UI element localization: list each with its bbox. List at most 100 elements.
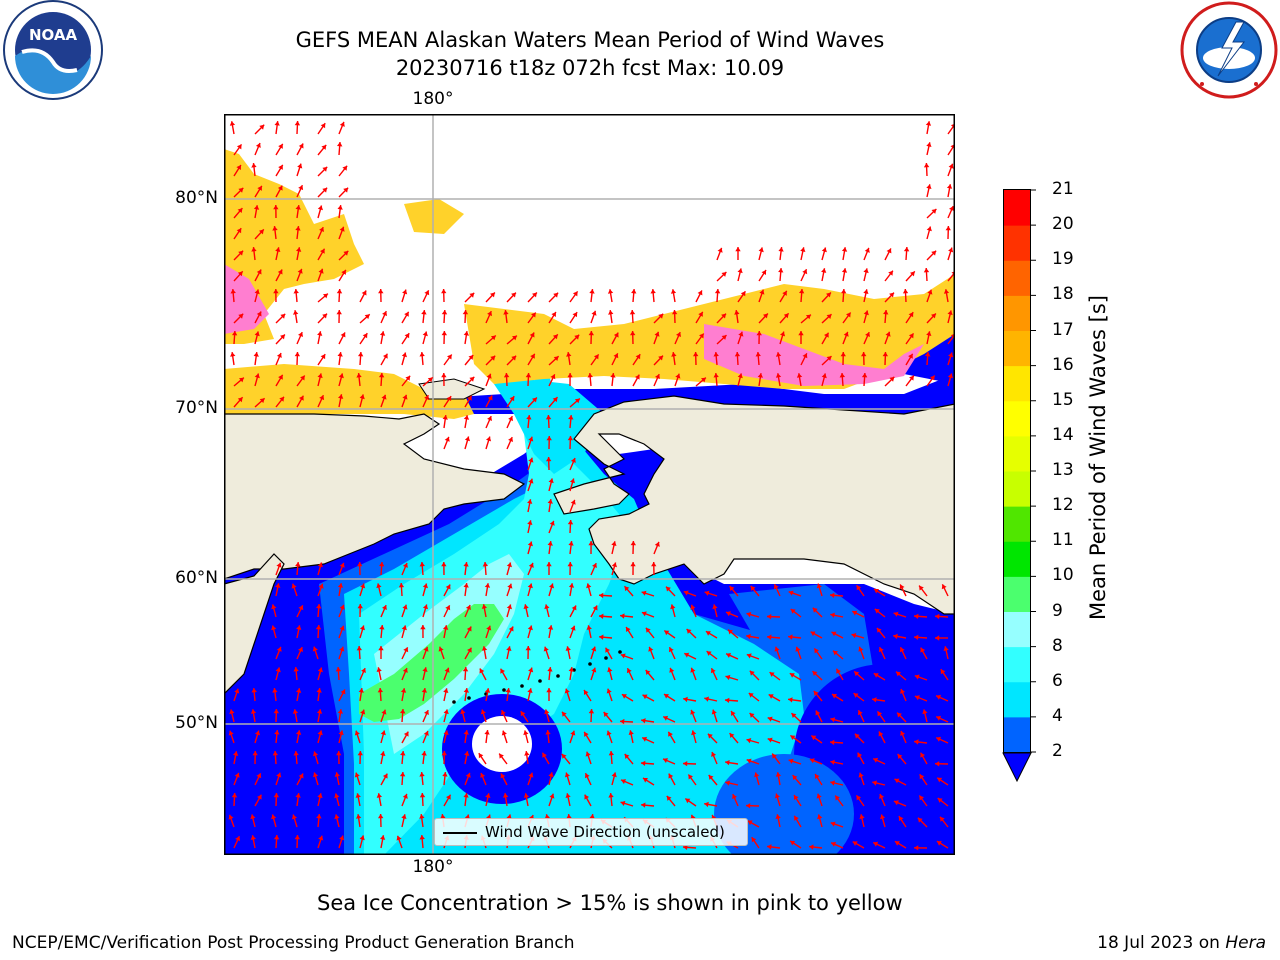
wind-arrow-head bbox=[710, 668, 716, 674]
wind-arrow-head bbox=[900, 689, 906, 694]
wind-arrow-head bbox=[757, 373, 763, 378]
wind-arrow-head bbox=[611, 772, 617, 778]
wind-arrow-head bbox=[788, 634, 793, 640]
wind-arrow-head bbox=[830, 717, 836, 723]
wind-arrow-head bbox=[914, 739, 919, 745]
wind-arrow-head bbox=[914, 695, 920, 701]
wind-arrow-head bbox=[354, 772, 360, 778]
wind-arrow-head bbox=[381, 394, 387, 400]
wind-arrow-head bbox=[830, 592, 835, 598]
wind-arrow-head bbox=[401, 625, 407, 631]
lat-label-50n: 50°N bbox=[175, 713, 218, 733]
wind-arrow-head bbox=[364, 314, 370, 320]
wind-arrow-head bbox=[273, 793, 279, 798]
wind-arrow-head bbox=[274, 730, 280, 735]
wind-arrow-head bbox=[654, 541, 660, 547]
colorbar-tick-label: 12 bbox=[1052, 495, 1074, 516]
wind-arrow-head bbox=[251, 688, 257, 693]
wind-arrow-head bbox=[503, 793, 509, 798]
wind-arrow-head bbox=[318, 268, 324, 274]
wind-arrow-head bbox=[337, 352, 343, 357]
wind-arrow-head bbox=[642, 694, 648, 700]
wind-arrow-head bbox=[276, 772, 282, 778]
wind-arrow-head bbox=[668, 647, 674, 653]
wind-arrow-head bbox=[337, 583, 344, 588]
wind-arrow-head bbox=[936, 715, 942, 721]
wind-arrow-head bbox=[894, 841, 900, 846]
wind-arrow-head bbox=[908, 333, 914, 339]
wind-arrow-head bbox=[747, 820, 753, 826]
wind-arrow-head bbox=[228, 730, 234, 736]
wind-arrow-head bbox=[788, 590, 794, 596]
wind-arrow-head bbox=[872, 697, 877, 703]
wind-arrow-head bbox=[257, 185, 262, 191]
wind-arrow-head bbox=[775, 373, 782, 378]
wind-arrow-head bbox=[503, 373, 510, 378]
wind-arrow-head bbox=[320, 354, 326, 360]
wind-arrow-head bbox=[846, 312, 851, 318]
wind-arrow-head bbox=[356, 814, 362, 819]
wind-arrow-head bbox=[878, 647, 884, 653]
wind-arrow-head bbox=[920, 647, 926, 653]
wind-arrow-head bbox=[767, 716, 773, 722]
wind-arrow-head bbox=[672, 310, 678, 315]
wind-arrow-head bbox=[231, 793, 238, 798]
wind-arrow-head bbox=[630, 562, 636, 567]
wind-arrow-head bbox=[830, 780, 835, 786]
colorbar-segment bbox=[1004, 681, 1030, 718]
wind-arrow-head bbox=[704, 696, 709, 702]
wind-arrow-head bbox=[317, 793, 323, 799]
wind-arrow-head bbox=[630, 331, 636, 336]
lon-label-bottom: 180° bbox=[412, 857, 454, 877]
wind-arrow-head bbox=[511, 292, 516, 298]
wind-arrow-head bbox=[832, 694, 837, 699]
wind-arrow-head bbox=[946, 184, 953, 189]
wind-arrow-head bbox=[775, 814, 781, 819]
colorbar-tick-label: 2 bbox=[1052, 741, 1063, 761]
wind-arrow-head bbox=[725, 674, 731, 681]
ice-note: Sea Ice Concentration > 15% is shown in … bbox=[317, 891, 903, 915]
wind-arrow-head bbox=[278, 143, 283, 149]
wind-arrow-head bbox=[714, 289, 721, 294]
wind-arrow-head bbox=[506, 562, 512, 568]
legend-label: Wind Wave Direction (unscaled) bbox=[485, 823, 725, 841]
wind-arrow-head bbox=[463, 415, 470, 420]
wind-arrow-head bbox=[292, 709, 299, 714]
wind-arrow-head bbox=[854, 671, 860, 677]
wind-arrow-head bbox=[774, 793, 780, 799]
wind-arrow-head bbox=[676, 332, 681, 337]
wind-arrow-head bbox=[856, 585, 862, 591]
wind-arrow-head bbox=[693, 352, 699, 357]
colorbar-segment bbox=[1004, 646, 1030, 683]
wind-arrow-head bbox=[902, 289, 909, 294]
wind-arrow-head bbox=[894, 778, 900, 784]
wind-arrow-head bbox=[427, 377, 433, 383]
wind-arrow-head bbox=[897, 754, 903, 759]
wind-arrow-head bbox=[567, 373, 573, 378]
wind-arrow-head bbox=[900, 731, 906, 736]
lat-label-80n: 80°N bbox=[175, 188, 218, 208]
wind-arrow-head bbox=[889, 292, 894, 298]
wind-arrow-head bbox=[467, 395, 472, 401]
wind-arrow-head bbox=[276, 562, 282, 568]
wind-arrow-head bbox=[523, 793, 529, 798]
wind-arrow-head bbox=[749, 670, 755, 676]
wind-arrow-head bbox=[465, 605, 471, 610]
wind-arrow-head bbox=[359, 625, 365, 631]
wind-arrow-head bbox=[276, 353, 282, 358]
wind-arrow-head bbox=[940, 816, 945, 822]
wind-arrow-head bbox=[812, 671, 818, 676]
wind-arrow-head bbox=[271, 814, 277, 820]
chart-title: GEFS MEAN Alaskan Waters Mean Period of … bbox=[295, 28, 885, 52]
wind-arrow-head bbox=[334, 793, 340, 799]
wind-arrow-head bbox=[683, 844, 688, 850]
wind-arrow-head bbox=[400, 751, 406, 756]
wind-arrow-head bbox=[926, 226, 932, 232]
wind-arrow-head bbox=[296, 688, 302, 693]
wind-arrow-head bbox=[630, 541, 636, 546]
wind-arrow-head bbox=[588, 331, 594, 336]
wind-arrow-head bbox=[778, 268, 784, 273]
wind-arrow-head bbox=[645, 627, 651, 633]
wind-arrow-head bbox=[236, 165, 241, 170]
wind-arrow-head bbox=[790, 840, 796, 846]
